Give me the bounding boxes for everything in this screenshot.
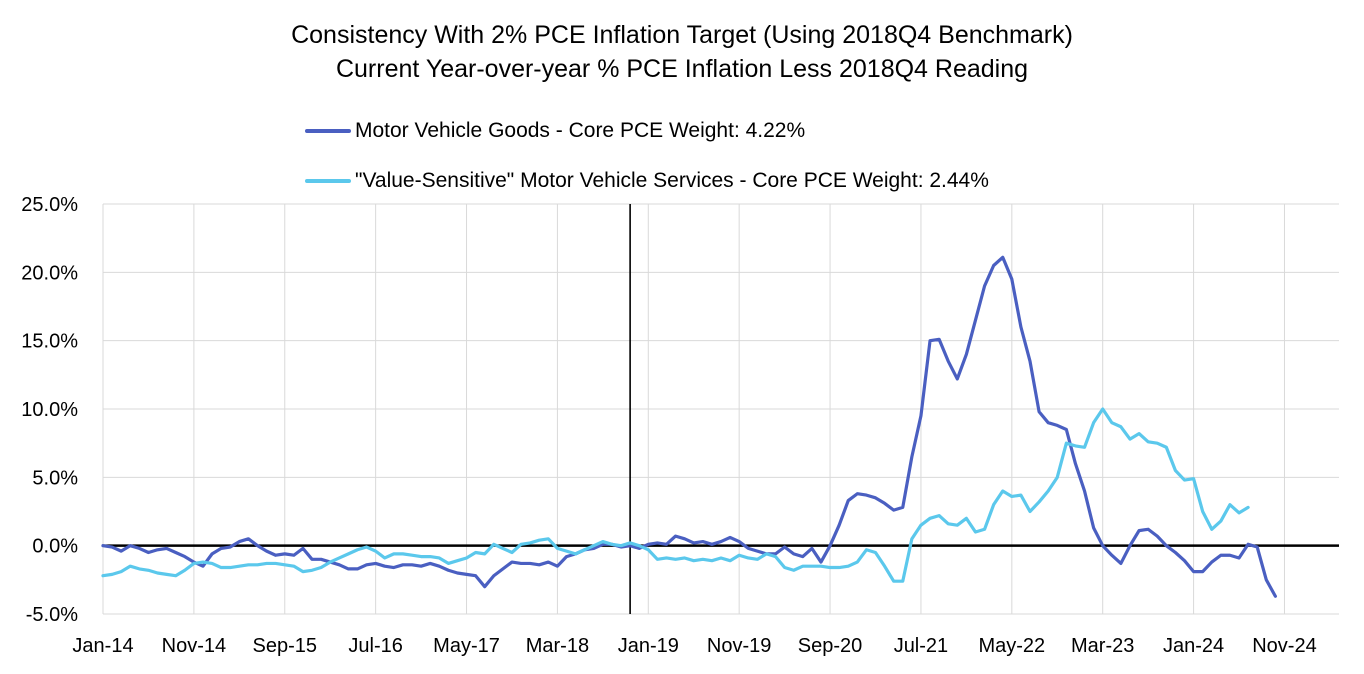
legend-label-motor-vehicle-services: "Value-Sensitive" Motor Vehicle Services…	[355, 169, 989, 192]
x-tick-label: Jan-19	[618, 635, 679, 657]
y-tick-label: -5.0%	[26, 604, 78, 626]
legend-label-motor-vehicle-goods: Motor Vehicle Goods - Core PCE Weight: 4…	[355, 119, 806, 142]
x-tick-label: Mar-23	[1071, 635, 1134, 657]
y-tick-label: 5.0%	[32, 467, 78, 489]
y-tick-label: 0.0%	[32, 536, 78, 558]
x-tick-label: Nov-19	[707, 635, 771, 657]
x-tick-label: Nov-14	[162, 635, 226, 657]
x-tick-label: May-17	[433, 635, 500, 657]
legend-swatch-motor-vehicle-goods	[305, 129, 351, 133]
x-tick-label: Jul-21	[894, 635, 948, 657]
x-tick-label: Sep-20	[798, 635, 863, 657]
legend-item-motor-vehicle-goods: Motor Vehicle Goods - Core PCE Weight: 4…	[305, 106, 989, 156]
x-tick-label: May-22	[978, 635, 1045, 657]
legend-item-motor-vehicle-services: "Value-Sensitive" Motor Vehicle Services…	[305, 156, 989, 206]
x-tick-label: Jan-24	[1163, 635, 1224, 657]
series-line-motor-vehicle-services	[101, 407, 1250, 583]
y-tick-label: 25.0%	[21, 194, 78, 216]
chart-title: Consistency With 2% PCE Inflation Target…	[0, 18, 1364, 86]
chart-title-line-1: Consistency With 2% PCE Inflation Target…	[291, 21, 1073, 49]
x-tick-label: Sep-15	[253, 635, 318, 657]
chart-title-line-2: Current Year-over-year % PCE Inflation L…	[335, 55, 1029, 83]
x-tick-label: Jul-16	[348, 635, 402, 657]
y-tick-label: 20.0%	[21, 262, 78, 284]
x-tick-label: Mar-18	[526, 635, 589, 657]
series-line-motor-vehicle-goods	[101, 255, 1277, 598]
x-tick-label: Nov-24	[1252, 635, 1316, 657]
chart-legend: Motor Vehicle Goods - Core PCE Weight: 4…	[305, 106, 989, 206]
legend-swatch-motor-vehicle-services	[305, 179, 351, 183]
y-tick-label: 10.0%	[21, 399, 78, 421]
y-tick-label: 15.0%	[21, 331, 78, 353]
x-tick-label: Jan-14	[72, 635, 133, 657]
